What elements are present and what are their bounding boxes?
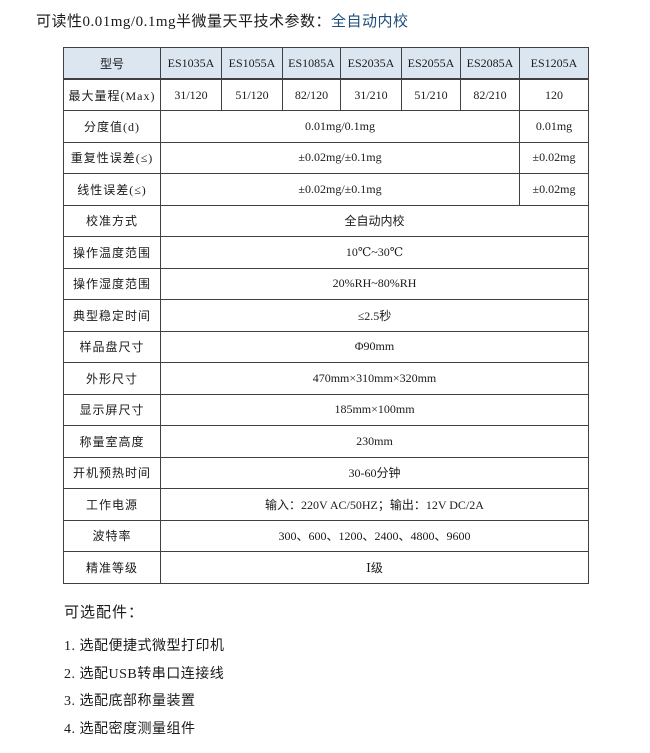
row-label: 精准等级 [63,551,161,584]
row-label: 波特率 [63,519,161,552]
accessory-item: 2. 选配USB转串口连接线 [64,666,225,682]
table-row: 重复性误差(≤) ±0.02mg/±0.1mg ±0.02mg [63,141,589,174]
accessories-heading: 可选配件： [64,605,145,621]
table-header-cell: ES2055A [401,47,461,80]
row-value: Φ90mm [160,330,589,363]
row-label: 称量室高度 [63,425,161,458]
row-value: 300、600、1200、2400、4800、9600 [160,519,589,552]
accessory-item: 4. 选配密度测量组件 [64,721,196,737]
table-row: 称量室高度 230mm [63,425,589,458]
row-value: 10℃~30℃ [160,236,589,269]
row-value: 全自动内校 [160,204,589,237]
table-row: 精准等级 Ⅰ级 [63,551,589,584]
row-value: 0.01mg/0.1mg [160,110,520,143]
row-label: 外形尺寸 [63,362,161,395]
row-value: 51/120 [221,78,283,111]
table-row: 线性误差(≤) ±0.02mg/±0.1mg ±0.02mg [63,173,589,206]
table-row: 操作温度范围 10℃~30℃ [63,236,589,269]
row-value: 230mm [160,425,589,458]
accessories-list: 1. 选配便捷式微型打印机 2. 选配USB转串口连接线 3. 选配底部称量装置 4.… [64,633,225,743]
row-label: 线性误差(≤) [63,173,161,206]
table-row: 操作湿度范围 20%RH~80%RH [63,267,589,300]
row-label: 典型稳定时间 [63,299,161,332]
page-title-text: 可读性0.01mg/0.1mg半微量天平技术参数： [36,14,332,30]
row-value: ±0.02mg/±0.1mg [160,173,520,206]
row-label: 操作湿度范围 [63,267,161,300]
row-value: 31/120 [160,78,222,111]
table-header-row: 型号 ES1035A ES1055A ES1085A ES2035A ES2055A ES2… [63,47,589,80]
row-value: 82/210 [460,78,520,111]
spec-table: 型号 ES1035A ES1055A ES1085A ES2035A ES2055A ES2… [63,47,589,584]
table-header-cell: ES1205A [519,47,589,80]
row-value: 82/120 [282,78,341,111]
accessory-item: 1. 选配便捷式微型打印机 [64,639,225,654]
row-value: 0.01mg [519,110,589,143]
table-row: 外形尺寸 470mm×310mm×320mm [63,362,589,395]
row-label: 操作温度范围 [63,236,161,269]
table-header-cell: ES2035A [340,47,402,80]
row-value: 输入：220V AC/50HZ；输出：12V DC/2A [160,488,589,521]
row-label: 最大量程(Max) [63,78,161,111]
row-label: 样品盘尺寸 [63,330,161,363]
row-value: 31/210 [340,78,402,111]
page-title-highlight: 全自动内校 [331,14,409,30]
row-value: 20%RH~80%RH [160,267,589,300]
table-header-cell: ES2085A [460,47,520,80]
row-value: ≤2.5秒 [160,299,589,332]
table-row: 典型稳定时间 ≤2.5秒 [63,299,589,332]
table-header-cell: 型号 [63,47,161,80]
row-label: 开机预热时间 [63,456,161,489]
spec-table-head: 型号 ES1035A ES1055A ES1085A ES2035A ES2055A ES2… [63,47,589,80]
table-row: 最大量程(Max) 31/120 51/120 82/120 31/210 51/210 8… [63,78,589,111]
row-label: 显示屏尺寸 [63,393,161,426]
row-value: ±0.02mg/±0.1mg [160,141,520,174]
row-value: 120 [519,78,589,111]
spec-table-body: 最大量程(Max) 31/120 51/120 82/120 31/210 51/210 8… [63,78,589,584]
row-value: 470mm×310mm×320mm [160,362,589,395]
table-row: 显示屏尺寸 185mm×100mm [63,393,589,426]
table-header-cell: ES1055A [221,47,283,80]
row-label: 校准方式 [63,204,161,237]
table-row: 工作电源 输入：220V AC/50HZ；输出：12V DC/2A [63,488,589,521]
table-header-cell: ES1085A [282,47,341,80]
row-value: 185mm×100mm [160,393,589,426]
page-title: 可读性0.01mg/0.1mg半微量天平技术参数：全自动内校 [36,10,409,31]
table-row: 开机预热时间 30-60分钟 [63,456,589,489]
row-value: Ⅰ级 [160,551,589,584]
row-label: 重复性误差(≤) [63,141,161,174]
table-row: 分度值(d) 0.01mg/0.1mg 0.01mg [63,110,589,143]
table-row: 样品盘尺寸 Φ90mm [63,330,589,363]
row-label: 工作电源 [63,488,161,521]
row-value: ±0.02mg [519,141,589,174]
row-value: ±0.02mg [519,173,589,206]
table-row: 波特率 300、600、1200、2400、4800、9600 [63,519,589,552]
row-value: 30-60分钟 [160,456,589,489]
row-value: 51/210 [401,78,461,111]
row-label: 分度值(d) [63,110,161,143]
table-row: 校准方式 全自动内校 [63,204,589,237]
table-header-cell: ES1035A [160,47,222,80]
accessory-item: 3. 选配底部称量装置 [64,694,196,709]
